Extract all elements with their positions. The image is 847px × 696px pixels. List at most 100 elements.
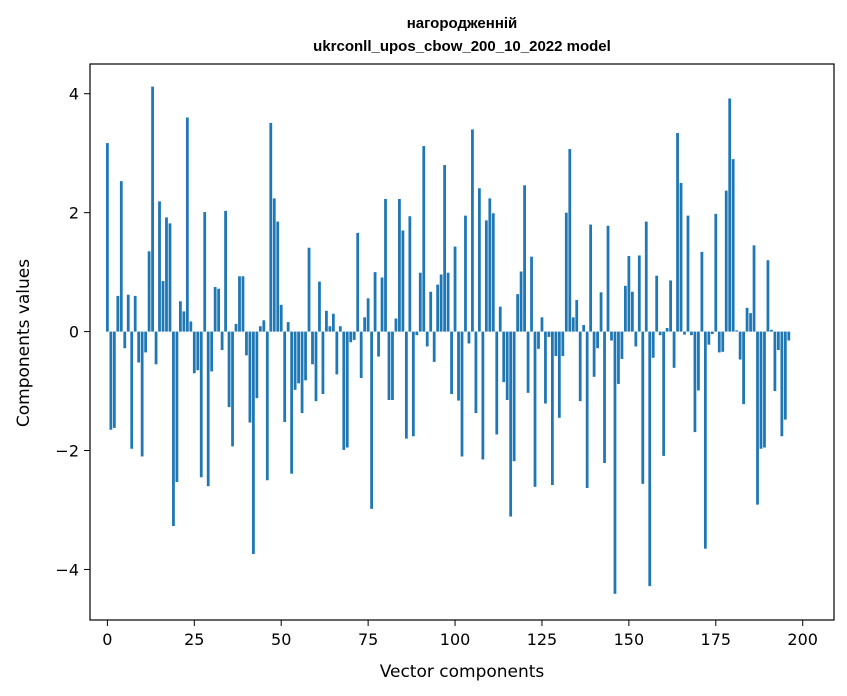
bar-184 [745, 307, 749, 332]
bar-66 [335, 331, 339, 375]
bar-34 [224, 210, 227, 332]
bar-5 [123, 331, 127, 349]
bar-44 [258, 326, 262, 332]
bar-149 [624, 285, 627, 332]
bar-118 [516, 294, 520, 332]
bar-196 [787, 331, 791, 341]
bar-110 [488, 198, 492, 332]
bar-53 [290, 331, 294, 474]
bar-157 [651, 331, 655, 358]
bar-178 [724, 190, 728, 332]
bar-143 [603, 331, 606, 464]
bar-28 [203, 212, 207, 332]
bar-41 [248, 331, 252, 423]
bar-160 [662, 331, 666, 456]
bar-54 [293, 331, 297, 390]
bar-117 [512, 331, 516, 462]
bar-159 [658, 331, 662, 336]
bar-18 [168, 223, 172, 332]
bar-181 [735, 330, 739, 332]
bar-151 [630, 291, 634, 332]
bar-15 [158, 201, 161, 332]
bar-92 [425, 331, 429, 347]
bar-165 [679, 182, 683, 332]
bar-84 [398, 198, 401, 332]
bar-137 [582, 325, 586, 332]
bar-120 [523, 185, 526, 332]
bar-33 [220, 331, 224, 351]
bar-64 [328, 326, 332, 332]
bar-179 [728, 98, 732, 332]
bar-1 [109, 331, 113, 430]
bar-94 [432, 331, 436, 362]
bar-163 [672, 331, 676, 368]
bar-191 [770, 329, 773, 332]
x-tick-label-75: 75 [358, 630, 378, 649]
x-tick-label-100: 100 [440, 630, 471, 649]
bar-107 [477, 188, 481, 332]
bar-57 [304, 331, 307, 381]
bar-45 [262, 320, 266, 332]
bar-131 [561, 331, 565, 356]
bar-145 [610, 331, 613, 341]
bar-31 [213, 286, 217, 332]
bar-87 [408, 216, 412, 332]
bar-119 [519, 271, 523, 332]
bar-85 [401, 230, 405, 332]
bar-21 [179, 301, 182, 332]
bar-188 [759, 331, 763, 449]
bar-108 [481, 331, 485, 460]
bar-13 [151, 86, 154, 332]
bar-146 [613, 331, 617, 594]
bar-141 [596, 331, 599, 349]
bar-70 [349, 331, 353, 343]
bar-113 [498, 306, 502, 332]
bar-130 [557, 331, 561, 418]
bar-125 [540, 317, 544, 332]
bar-121 [526, 331, 530, 393]
bar-10 [140, 331, 144, 457]
bar-122 [530, 256, 533, 332]
bar-142 [599, 292, 603, 332]
bar-78 [377, 331, 380, 357]
bar-98 [446, 272, 450, 332]
bar-195 [783, 331, 787, 420]
x-tick-label-175: 175 [701, 630, 732, 649]
bar-56 [300, 331, 304, 414]
bar-138 [585, 331, 589, 488]
bar-185 [749, 313, 752, 332]
bar-97 [443, 165, 447, 332]
bar-3 [116, 295, 120, 332]
bar-147 [617, 331, 620, 384]
bar-27 [199, 331, 203, 478]
bar-99 [450, 331, 453, 395]
bar-111 [491, 213, 495, 332]
bar-23 [185, 117, 189, 332]
bar-7 [130, 331, 134, 449]
bar-49 [276, 221, 280, 332]
bar-88 [411, 331, 415, 437]
bar-74 [363, 317, 367, 332]
bar-25 [192, 331, 196, 374]
bar-47 [269, 122, 273, 332]
bar-152 [634, 331, 638, 347]
y-tick-label--4: −4 [55, 560, 79, 579]
bar-80 [384, 198, 387, 332]
bar-24 [189, 321, 193, 332]
bar-189 [763, 331, 766, 448]
bar-171 [700, 251, 704, 332]
bar-132 [564, 212, 568, 332]
bar-175 [714, 213, 718, 332]
y-axis-label: Components values [14, 259, 34, 427]
bar-115 [505, 331, 509, 400]
bar-48 [272, 198, 276, 332]
bar-2 [112, 331, 116, 428]
bar-79 [380, 277, 384, 332]
bar-76 [370, 331, 373, 509]
y-tick-label-2: 2 [69, 204, 79, 223]
bar-133 [568, 149, 572, 332]
bar-83 [394, 318, 398, 332]
bar-154 [641, 331, 645, 484]
bar-173 [707, 331, 711, 345]
x-tick-label-150: 150 [614, 630, 645, 649]
